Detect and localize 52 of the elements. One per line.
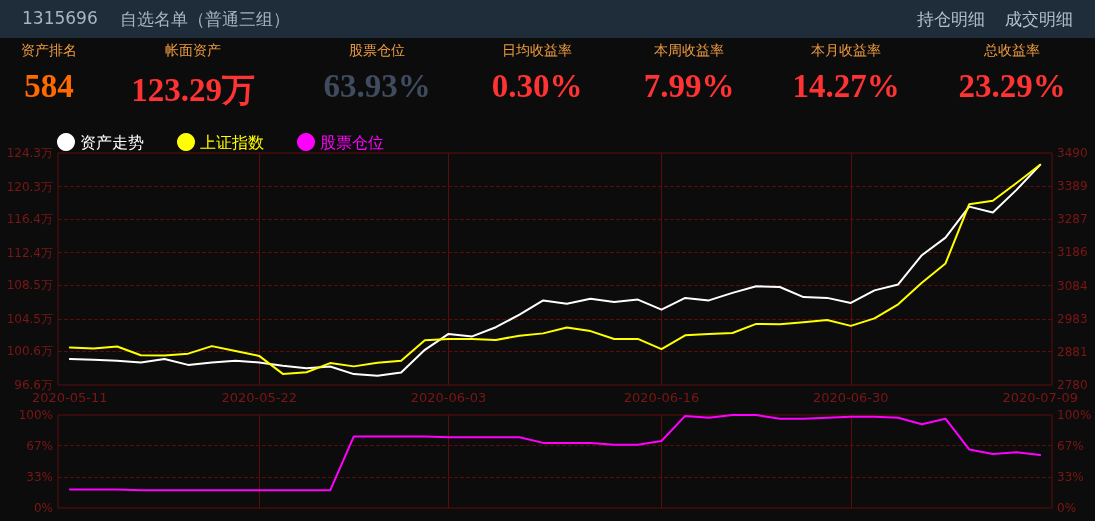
y2-tick-label: 3389 [1057,179,1088,193]
y-tick-label: 0% [33,501,53,515]
x-tick-label: 2020-06-16 [623,390,700,405]
legend-label: 股票仓位 [320,132,384,152]
y2-tick-label: 2983 [1057,311,1088,326]
y2-tick-label: 3490 [1057,146,1088,160]
y-tick-label: 67% [26,438,53,453]
y2-tick-label: 3084 [1057,278,1088,293]
text: 14.27% [792,68,900,104]
y-tick-label: 124.3万 [6,146,53,160]
y2-tick-label: 0% [1057,501,1077,515]
y-tick-label: 96.6万 [14,378,53,392]
x-tick-label: 2020-05-11 [32,390,108,405]
category-label: 总收益率 [984,42,1040,58]
y2-tick-label: 2881 [1057,345,1088,359]
text: 1315696 [22,8,98,30]
y2-tick-label: 3186 [1057,245,1088,260]
category-label: 本月收益率 [811,42,881,58]
category-label: 日均收益率 [502,42,572,58]
x-tick-label: 2020-06-03 [410,390,487,405]
text: 584 [24,68,74,104]
text: 自选名单（普通三组） [119,8,290,31]
y2-tick-label: 33% [1057,470,1084,485]
x-tick-label: 2020-06-30 [813,390,889,405]
text: 0.30% [491,68,583,104]
text: 7.99% [643,68,735,104]
text: 63.93% [323,68,431,104]
category-label: 本周收益率 [654,42,724,58]
y2-tick-label: 67% [1057,438,1084,453]
y2-tick-label: 3287 [1057,212,1088,227]
x-tick-label: 2020-05-22 [221,390,297,405]
legend-label: 资产走势 [80,132,144,152]
y-tick-label: 120.3万 [6,179,53,194]
y-tick-label: 112.4万 [6,245,53,260]
category-label: 资产排名 [21,42,77,58]
y-tick-label: 100% [18,408,53,422]
legend-label: 上证指数 [200,132,264,152]
y2-tick-label: 100% [1057,408,1092,422]
x-tick-label: 2020-07-09 [1002,390,1078,405]
text: 123.29万 [131,72,255,108]
y-tick-label: 33% [26,470,53,485]
y-tick-label: 100.6万 [6,344,53,359]
category-label: 帐面资产 [165,42,221,58]
y-tick-label: 108.5万 [6,278,53,293]
category-label: 股票仓位 [349,42,405,58]
text: 23.29% [958,68,1066,104]
line-series [68,414,1042,492]
text: 成交明细 [1005,8,1073,31]
y2-tick-label: 2780 [1057,378,1088,392]
y-tick-label: 116.4万 [6,212,53,227]
text: 持仓明细 [917,8,985,31]
y-tick-label: 104.5万 [6,311,53,326]
